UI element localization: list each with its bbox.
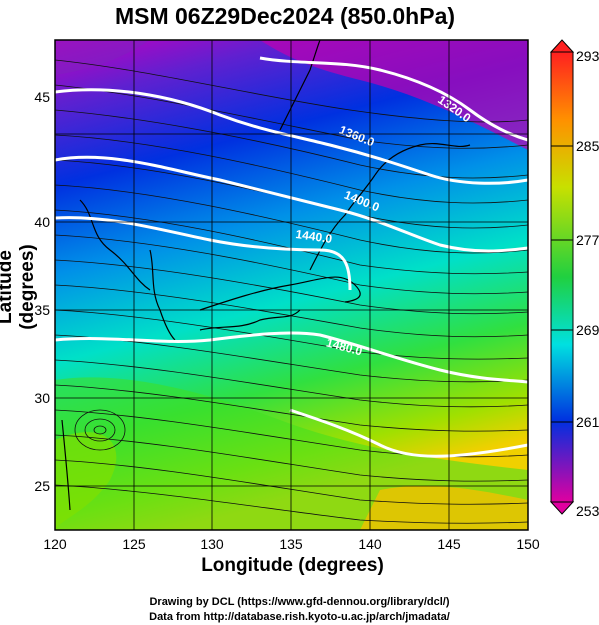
x-tick-label: 120 bbox=[43, 536, 67, 552]
y-tick-label: 40 bbox=[34, 214, 50, 230]
y-tick-label: 45 bbox=[34, 89, 50, 105]
y-tick-label: 25 bbox=[34, 478, 50, 494]
colorbar bbox=[549, 39, 575, 515]
colorbar-tick-label: 293 bbox=[576, 48, 599, 64]
map-title: MSM 06Z29Dec2024 (850.0hPa) bbox=[114, 3, 456, 29]
colorbar-tick-label: 261 bbox=[576, 414, 599, 430]
grid-lines bbox=[55, 40, 528, 530]
data-credit: Data from http://database.rish.kyoto-u.a… bbox=[149, 611, 450, 623]
drawing-credit: Drawing by DCL (https://www.gfd-dennou.o… bbox=[149, 596, 450, 608]
colorbar-tick-labels: 293 285 277 269 261 253 bbox=[576, 48, 599, 519]
x-tick-labels: 120 125 130 135 140 145 150 bbox=[43, 536, 540, 552]
x-tick-label: 135 bbox=[279, 536, 303, 552]
x-tick-label: 125 bbox=[122, 536, 146, 552]
colorbar-tick-label: 277 bbox=[576, 232, 599, 248]
y-tick-labels: 25 30 35 40 45 bbox=[34, 89, 50, 494]
colorbar-tick-label: 285 bbox=[576, 138, 599, 154]
plot-frame bbox=[54, 39, 529, 531]
x-tick-label: 150 bbox=[516, 536, 540, 552]
colorbar-tick-label: 269 bbox=[576, 322, 599, 338]
y-tick-label: 35 bbox=[34, 302, 50, 318]
x-axis-label: Longitude (degrees) bbox=[201, 555, 384, 576]
contour-label: 1440.0 bbox=[295, 227, 334, 246]
x-tick-label: 140 bbox=[358, 536, 382, 552]
y-tick-label: 30 bbox=[34, 390, 50, 406]
colorbar-tick-label: 253 bbox=[576, 503, 599, 519]
x-tick-label: 130 bbox=[200, 536, 224, 552]
x-tick-label: 145 bbox=[437, 536, 461, 552]
